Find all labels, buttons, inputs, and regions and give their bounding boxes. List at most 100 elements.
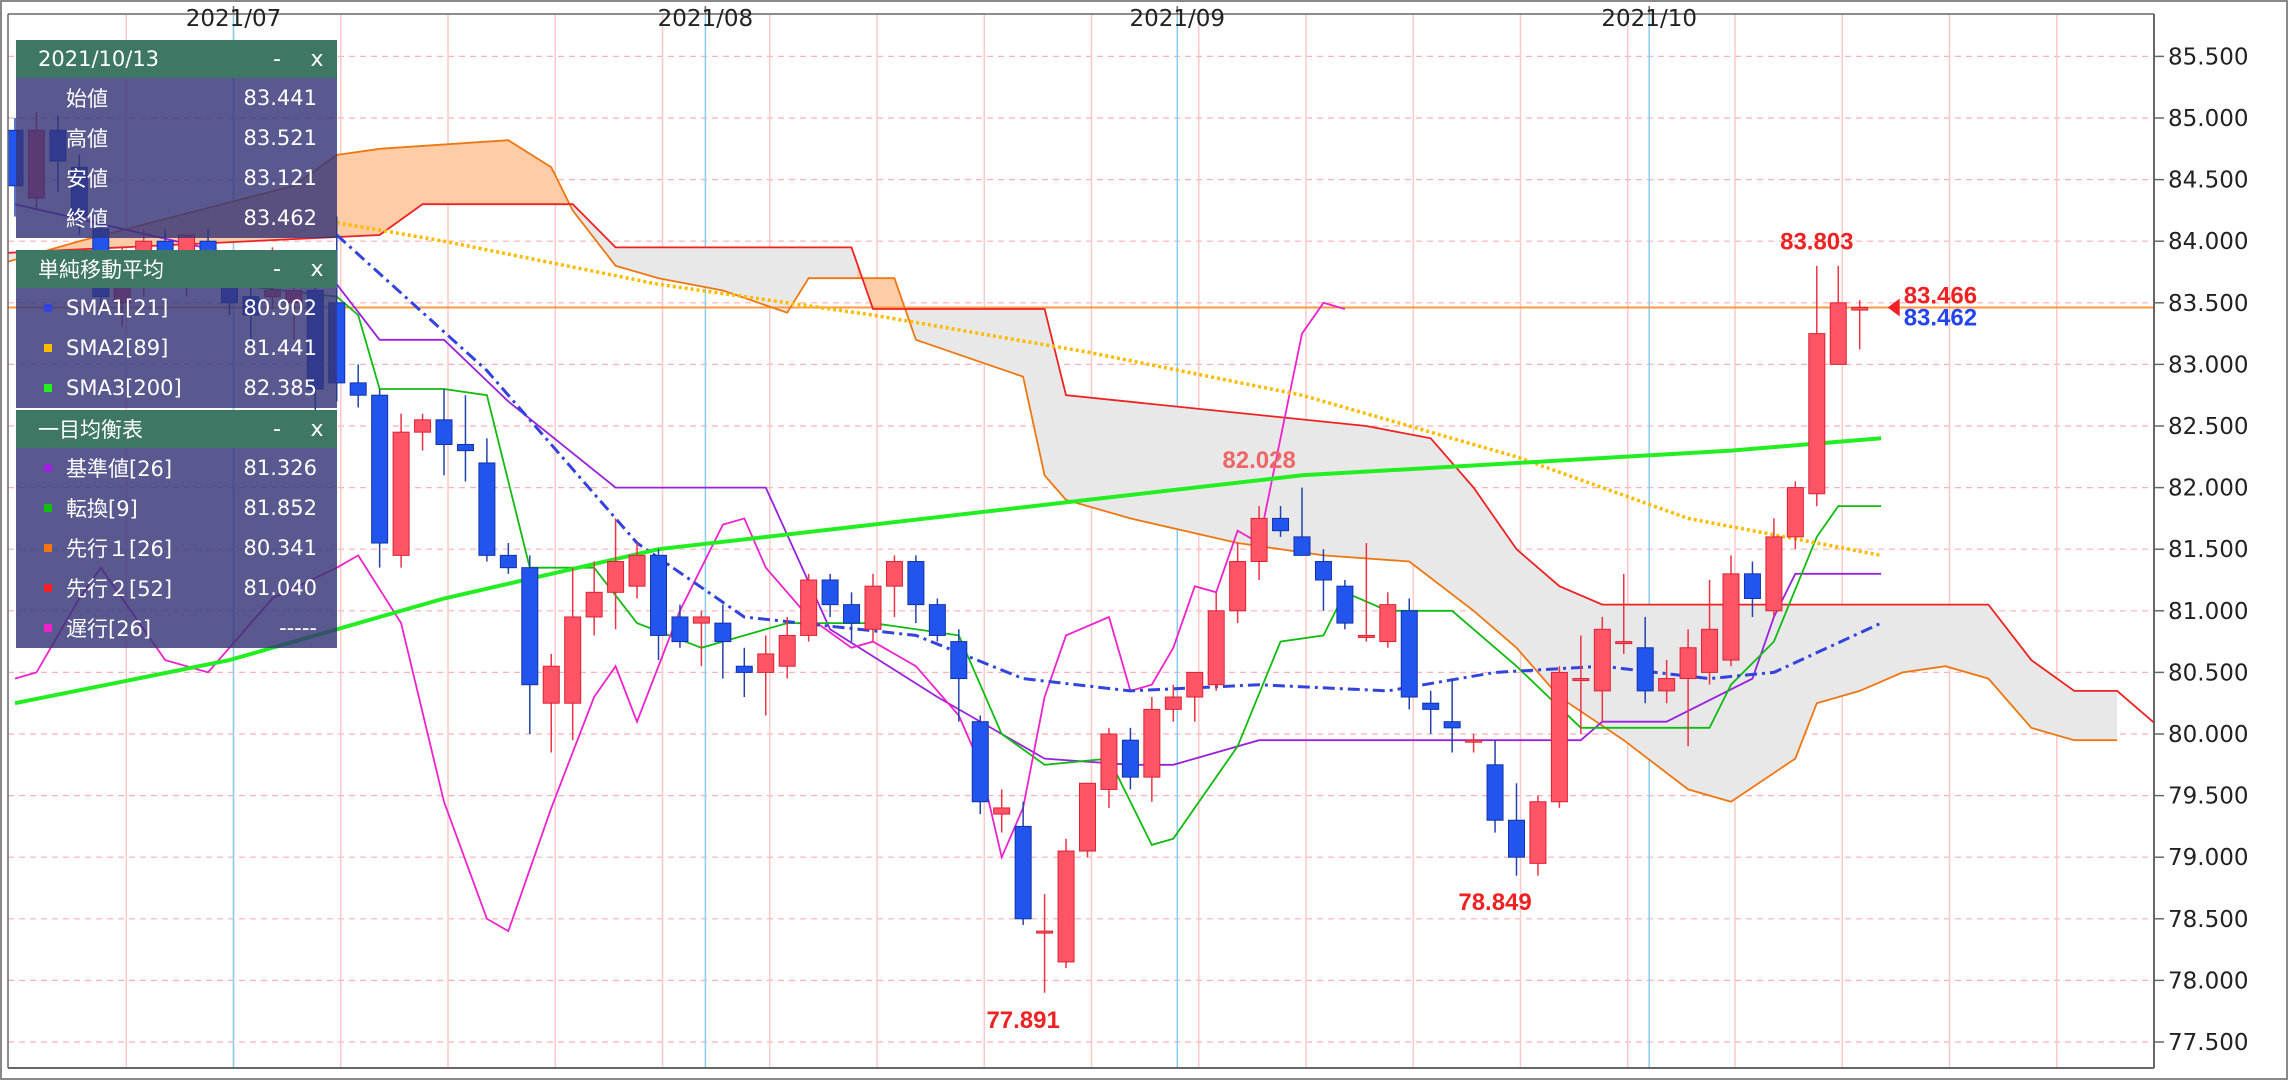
candle-body [1293,536,1311,556]
ichimoku-panel[interactable]: 一目均衡表 - x 基準値[26] 81.326 転換[9] 81.852 先行１[26… [16,410,337,648]
minimize-button[interactable]: - [273,46,281,72]
ichimoku-panel-title: 一目均衡表 [38,418,143,442]
panel-row: 先行１[26] 80.341 [16,528,337,568]
extreme-label: 77.891 [986,1007,1059,1034]
candle-body [1550,671,1568,803]
row-label: 終値 [66,207,108,231]
y-tick-label: 80.000 [2168,722,2248,748]
candle-body [907,561,925,606]
candle-body [1851,306,1869,311]
candle-body [993,807,1011,815]
candle-body [1314,561,1332,581]
row-value: 81.040 [243,576,317,600]
price-tag: 83.462 [1904,304,1977,331]
legend-swatch [44,544,52,552]
y-tick-label: 80.500 [2168,660,2248,686]
legend-swatch [44,304,52,312]
ichimoku-panel-header[interactable]: 一目均衡表 - x [16,410,337,448]
kumo-bear-fill [567,199,857,313]
y-tick-label: 79.000 [2168,845,2248,871]
sma-panel-title: 単純移動平均 [38,258,164,282]
candle-body [478,462,496,556]
legend-swatch [44,504,52,512]
x-tick-label: 2021/08 [658,6,754,32]
candle-body [821,579,839,606]
candle-body [371,394,389,544]
row-label: SMA3[200] [66,376,182,400]
last-price-arrow [1887,298,1900,317]
minimize-button[interactable]: - [273,256,281,282]
candle-body [1465,739,1483,743]
y-tick-label: 78.000 [2168,968,2248,994]
row-label: 高値 [66,127,108,151]
candle-body [1057,850,1075,963]
candle-body [1357,634,1375,638]
candle-body [1143,708,1161,778]
row-value: 83.462 [243,206,317,230]
panel-row: 遅行[26] ----- [16,608,337,648]
row-value: 83.121 [243,166,317,190]
candle-body [1615,641,1633,645]
candle-body [1207,610,1225,686]
ohlc-panel-header[interactable]: 2021/10/13 - x [16,40,337,78]
sma-panel[interactable]: 単純移動平均 - x SMA1[21] 80.902 SMA2[89] 81.441 S… [16,250,337,408]
panel-row: SMA1[21] 80.902 [16,288,337,328]
x-tick-label: 2021/07 [186,6,282,32]
candle-body [1336,585,1354,624]
candle-body [843,604,861,624]
candle-body [1014,825,1032,920]
candle-body [800,579,818,636]
legend-swatch [44,584,52,592]
minimize-button[interactable]: - [273,416,281,442]
candle-body [885,561,903,587]
legend-swatch [44,344,52,352]
row-label: SMA2[89] [66,336,169,360]
close-button[interactable]: x [310,46,324,72]
extreme-label: 82.028 [1222,447,1295,474]
y-tick-label: 84.000 [2168,229,2248,255]
candle-body [1422,702,1440,710]
candle-body [692,616,710,624]
y-tick-label: 85.000 [2168,106,2248,132]
row-label: 先行２[52] [66,577,173,601]
candle-body [499,554,517,569]
candle-body [1658,678,1676,692]
candle-body [1765,536,1783,612]
candle-body [650,554,667,636]
close-button[interactable]: x [310,256,324,282]
candle-body [435,419,453,445]
candle-body [1229,561,1247,612]
kumo-bear-fill [905,309,2118,802]
row-value: 82.385 [243,376,317,400]
legend-swatch [44,384,52,392]
candle-body [542,665,560,704]
candle-body [778,634,796,667]
close-button[interactable]: x [310,416,324,442]
ohlc-panel[interactable]: 2021/10/13 - x 始値 83.441 高値 83.521 安値 83.121 終… [16,40,337,238]
x-tick-label: 2021/09 [1130,6,1226,32]
candle-body [585,591,603,618]
candle-body [671,616,689,643]
sma-panel-header[interactable]: 単純移動平均 - x [16,250,337,288]
ichimoku-senkou_b-line [8,203,2154,724]
candle-body [1508,819,1525,858]
candle-body [864,585,882,630]
panel-row: 終値 83.462 [16,198,337,238]
row-value: 81.852 [243,496,317,520]
row-value: 80.902 [243,296,317,320]
panel-row: SMA2[89] 81.441 [16,328,337,368]
y-tick-label: 84.500 [2168,168,2248,194]
candle-body [628,554,646,587]
candle-body [1636,647,1654,692]
row-label: 転換[9] [66,497,138,521]
sma-line-2 [336,220,1882,558]
candle-body [971,721,989,803]
candle-body [1443,721,1461,729]
candle-body [1100,733,1118,790]
panel-row: 基準値[26] 81.326 [16,448,337,488]
y-tick-label: 85.500 [2168,44,2248,70]
panel-row: 始値 83.441 [16,78,337,118]
panel-row: 高値 83.521 [16,118,337,158]
